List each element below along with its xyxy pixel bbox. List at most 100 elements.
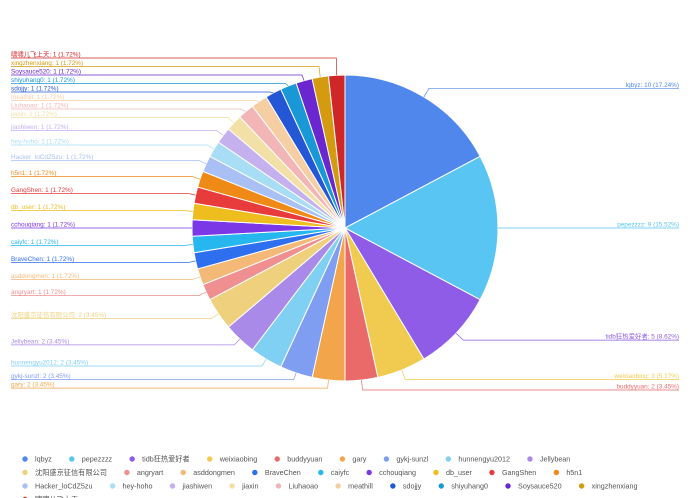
legend-item-23[interactable]: meathill (335, 482, 373, 491)
leader-line-16 (11, 193, 196, 196)
leader-line-27 (11, 66, 321, 78)
leader-line-19 (11, 144, 215, 150)
legend-marker-6 (383, 456, 390, 462)
slice-label-21: jiaxin: 1 (1.72%) (10, 111, 57, 118)
legend-item-25[interactable]: shiyuhang0 (438, 482, 488, 491)
legend-label-26: Soysauce520 (518, 482, 562, 491)
legend-label-15: db_user (446, 468, 473, 477)
leader-line-28 (11, 57, 338, 76)
legend-item-6[interactable]: gykj-sunzl (383, 455, 429, 464)
legend-item-7[interactable]: hunnengyu2012 (445, 455, 510, 464)
legend-label-2: tidb狂热爱好者 (142, 455, 190, 464)
legend-item-10[interactable]: angryart (124, 468, 163, 477)
slice-label-22: Liuhaoao: 1 (1.72%) (11, 103, 69, 110)
legend-item-24[interactable]: sdojjy (390, 482, 422, 491)
legend-item-8[interactable]: Jellybean (527, 455, 570, 464)
leader-line-0 (423, 87, 679, 98)
legend-item-21[interactable]: jiaxin (229, 482, 258, 491)
leader-line-8 (11, 338, 241, 346)
slice-label-15: db_user: 1 (1.72%) (11, 204, 65, 211)
legend-marker-3 (206, 456, 213, 462)
legend-item-16[interactable]: GangShen (489, 468, 536, 477)
pie-slices (191, 74, 499, 382)
legend-item-12[interactable]: BraveChen (252, 468, 301, 477)
leader-line-13 (11, 244, 193, 246)
leader-line-11 (11, 276, 201, 280)
legend-label-27: xingzhenxiang (592, 482, 638, 491)
slice-label-20: jiashiwen: 1 (1.72%) (10, 124, 69, 131)
legend-marker-23 (335, 483, 341, 489)
legend-item-3[interactable]: weixiaobing (206, 455, 258, 464)
legend-item-1[interactable]: pepezzzz (69, 455, 113, 464)
legend-label-22: Liuhaoao (288, 482, 318, 491)
legend-item-17[interactable]: h5n1 (553, 468, 583, 477)
legend-item-11[interactable]: asddongmen (180, 468, 235, 477)
slice-label-0: lqbyz: 10 (17.24%) (626, 82, 679, 89)
legend-label-18: Hacker_loCdZ5zu (35, 482, 93, 491)
legend-marker-25 (438, 483, 444, 489)
leader-line-25 (11, 83, 289, 87)
slice-2[interactable] (343, 226, 481, 360)
legend-label-5: gary (352, 455, 366, 464)
legend-label-13: caiyfc (331, 468, 350, 477)
leader-line-21 (11, 117, 235, 124)
legend-item-13[interactable]: caiyfc (318, 468, 350, 477)
legend-item-27[interactable]: xingzhenxiang (578, 482, 638, 491)
legend-label-10: angryart (137, 468, 163, 477)
slice-0[interactable] (344, 74, 481, 229)
slice-1[interactable] (343, 155, 499, 301)
leader-line-10 (11, 291, 207, 296)
legend-item-15[interactable]: db_user (433, 468, 473, 477)
legend-marker-24 (390, 483, 396, 489)
legend-item-0[interactable]: lqbyz (22, 455, 52, 464)
legend-item-4[interactable]: buddyyuan (274, 455, 323, 464)
legend-item-14[interactable]: cchouqiang (366, 468, 416, 477)
leader-line-9 (11, 313, 219, 319)
legend-marker-0 (22, 456, 28, 462)
slice-label-4: buddyyuan: 2 (3.45%) (616, 384, 679, 391)
legend-marker-9 (22, 469, 28, 476)
legend[interactable]: lqbyz pepezzzz tidb狂热爱好者 weixiaobing buddyyu… (22, 455, 638, 498)
leader-line-7 (11, 358, 267, 367)
slice-labels: lqbyz: 10 (17.24%) pepezzzz: 9 (15.52%) ti… (10, 50, 679, 391)
slice-label-27: xingzhenxiang: 1 (1.72%) (11, 60, 83, 67)
legend-label-23: meathill (348, 482, 373, 491)
leader-line-2 (455, 332, 679, 341)
legend-marker-10 (124, 469, 130, 476)
legend-item-9[interactable]: 沈阳盛京征信有限公司 (22, 468, 107, 477)
legend-item-2[interactable]: tidb狂热爱好者 (129, 455, 190, 464)
legend-item-26[interactable]: Soysauce520 (505, 482, 562, 491)
legend-marker-27 (578, 483, 585, 489)
legend-label-16: GangShen (502, 468, 536, 477)
legend-item-5[interactable]: gary (339, 455, 367, 464)
leader-lines (11, 57, 679, 391)
legend-marker-21 (229, 483, 235, 489)
legend-label-24: sdojjy (403, 482, 422, 491)
slice-28[interactable] (327, 74, 346, 229)
legend-label-28: 啸啸儿飞上天 (35, 495, 78, 498)
slice-label-1: pepezzzz: 9 (15.52%) (617, 222, 679, 229)
legend-item-18[interactable]: Hacker_loCdZ5zu (22, 482, 93, 491)
legend-marker-7 (445, 456, 452, 462)
slice-label-18: Hacker_loCdZ5zu: 1 (1.72%) (11, 154, 93, 161)
legend-item-22[interactable]: Liuhaoao (275, 482, 318, 491)
legend-item-20[interactable]: jiashiwen (169, 482, 213, 491)
legend-item-19[interactable]: hey-hoho (109, 482, 153, 491)
slice-label-5: gary: 2 (3.45%) (11, 382, 55, 389)
slice-label-2: tidb狂热爱好者: 5 (8.62%) (605, 332, 679, 341)
legend-label-9: 沈阳盛京征信有限公司 (35, 468, 107, 477)
slice-label-13: caiyfc: 1 (1.72%) (11, 239, 59, 246)
legend-label-0: lqbyz (35, 455, 52, 464)
legend-marker-8 (527, 456, 533, 462)
legend-marker-20 (169, 483, 176, 489)
legend-label-3: weixiaobing (219, 455, 258, 464)
legend-label-17: h5n1 (566, 468, 582, 477)
legend-label-20: jiashiwen (182, 482, 213, 491)
slice-label-3: weixiaobing: 3 (5.17%) (613, 373, 679, 380)
legend-marker-4 (274, 456, 280, 462)
slice-label-12: BraveChen: 1 (1.72%) (11, 256, 74, 263)
legend-marker-15 (433, 469, 439, 476)
legend-marker-14 (366, 469, 372, 476)
legend-marker-2 (129, 456, 135, 462)
